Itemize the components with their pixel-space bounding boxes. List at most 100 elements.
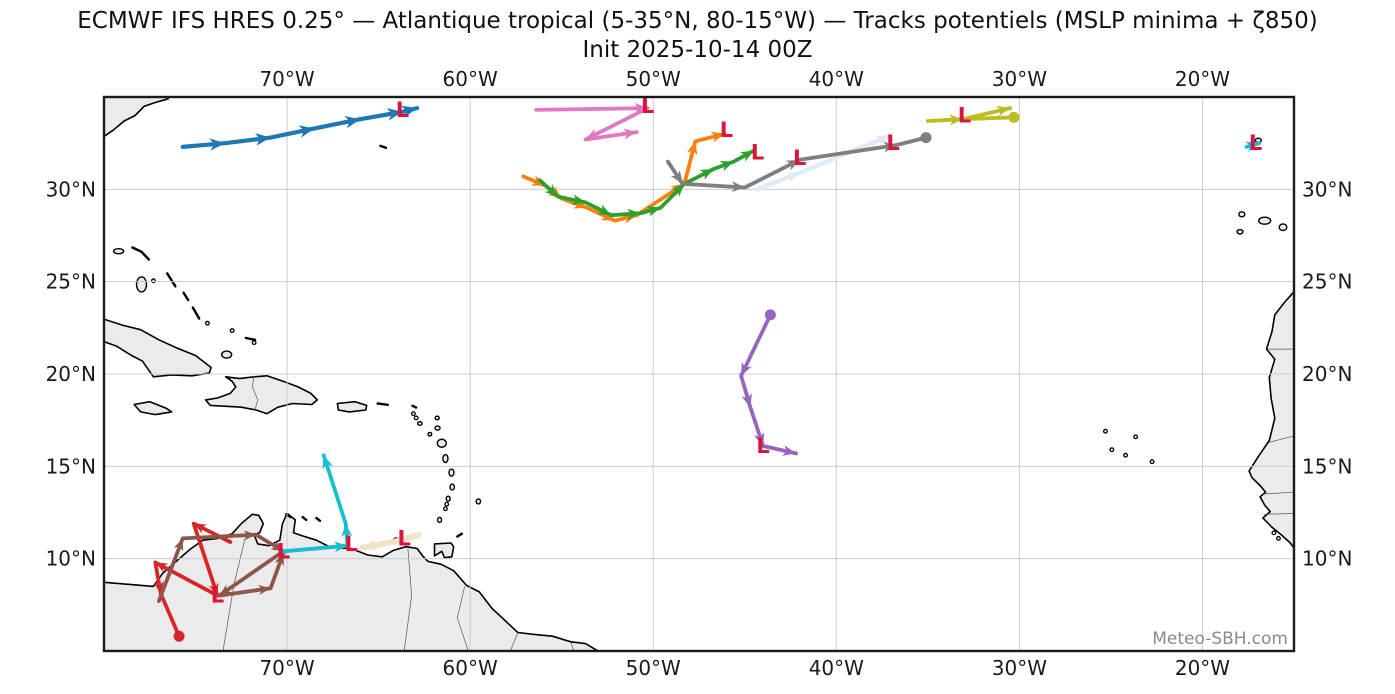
island — [434, 425, 441, 431]
arrowhead — [544, 183, 558, 197]
arrowhead — [401, 105, 418, 118]
lat-tick-left-25N: 25°N — [46, 270, 96, 294]
island — [416, 420, 423, 426]
islet-dot — [251, 340, 257, 346]
arrowhead — [634, 102, 648, 114]
islet-dot — [442, 506, 448, 512]
island — [427, 431, 433, 437]
lon-tick-bottom-50W: 50°W — [626, 656, 681, 680]
island — [436, 516, 443, 524]
arrowhead — [883, 141, 897, 153]
islet-dot — [1123, 452, 1129, 458]
arrowhead — [344, 115, 361, 129]
map-frame — [102, 95, 1296, 653]
land-polygon — [1248, 289, 1294, 550]
track-endpoint-dot — [1008, 111, 1020, 123]
island — [1317, 204, 1325, 209]
track-paleblue — [755, 133, 892, 192]
island-dash — [376, 402, 389, 406]
arrowhead — [623, 128, 637, 140]
arrowhead — [996, 105, 1011, 117]
lat-tick-right-20N: 20°N — [1302, 362, 1352, 386]
lon-tick-bottom-40W: 40°W — [809, 656, 864, 680]
track-red — [153, 521, 233, 642]
arrowhead — [741, 393, 752, 408]
land-layer — [104, 97, 1325, 651]
arrowhead — [753, 431, 765, 446]
land-polygon — [433, 542, 455, 559]
arrowhead — [155, 562, 169, 573]
arrowhead — [334, 541, 348, 553]
arrowhead — [782, 445, 796, 456]
islet-dot — [1109, 447, 1115, 453]
lon-tick-top-60W: 60°W — [443, 67, 498, 91]
track-olive — [925, 105, 1020, 126]
island-dash — [244, 336, 257, 341]
arrowhead — [193, 523, 207, 534]
country-border — [1263, 513, 1294, 515]
lon-tick-top-30W: 30°W — [992, 67, 1047, 91]
arrowhead — [571, 194, 586, 206]
island — [475, 498, 482, 505]
islet-dot — [413, 415, 419, 421]
arrowhead — [219, 584, 233, 596]
islet-dot — [1275, 535, 1281, 541]
island-dash — [191, 306, 201, 320]
arrowhead — [719, 160, 734, 172]
lon-tick-bottom-70W: 70°W — [259, 656, 314, 680]
island-dash — [131, 246, 151, 261]
islet-dot — [204, 320, 210, 326]
low-pressure-marker: L — [277, 539, 290, 563]
low-pressure-marker: L — [751, 140, 764, 164]
track-gray — [666, 132, 932, 193]
island-dash — [182, 291, 190, 302]
island-dash — [315, 516, 322, 522]
country-border — [403, 548, 412, 651]
island — [1238, 211, 1246, 218]
track-endpoint-dot — [173, 630, 185, 642]
islet-dot — [1271, 530, 1277, 536]
arrowhead — [597, 204, 612, 216]
islet-dot — [444, 501, 450, 507]
track-wheat — [359, 531, 422, 551]
land-polygon — [336, 400, 368, 413]
lat-tick-right-25N: 25°N — [1302, 270, 1352, 294]
arrowhead — [949, 114, 963, 126]
arrowhead — [699, 169, 714, 180]
island — [442, 453, 449, 464]
chart-title: ECMWF IFS HRES 0.25° — Atlantique tropic… — [77, 8, 1318, 34]
track-pink — [534, 102, 650, 142]
lon-tick-bottom-30W: 30°W — [992, 656, 1047, 680]
island — [449, 483, 456, 491]
low-pressure-marker: L — [1249, 131, 1262, 155]
island — [448, 468, 455, 477]
arrowhead — [731, 181, 745, 193]
low-pressure-marker: L — [398, 526, 411, 550]
arrowhead — [173, 538, 184, 552]
track-purple — [739, 309, 798, 456]
lat-tick-left-30N: 30°N — [46, 177, 96, 201]
islet-dot — [1149, 459, 1155, 465]
arrowhead — [254, 133, 271, 146]
track-line — [537, 148, 756, 218]
arrowhead — [573, 198, 588, 209]
lat-tick-left-20N: 20°N — [46, 362, 96, 386]
lon-tick-top-70W: 70°W — [259, 67, 314, 91]
track-endpoint-dot — [920, 132, 932, 144]
land-polygon — [104, 97, 170, 138]
land-polygon — [204, 374, 319, 415]
low-pressure-marker: L — [345, 532, 358, 556]
lon-tick-bottom-20W: 20°W — [1175, 656, 1230, 680]
arrowhead — [686, 141, 698, 156]
island — [1236, 228, 1244, 235]
island — [445, 495, 451, 502]
track-endpoint-dot — [764, 309, 776, 321]
lon-tick-top-40W: 40°W — [809, 67, 864, 91]
low-pressure-marker: L — [641, 94, 654, 118]
arrowhead — [209, 138, 225, 151]
islet-dot — [1133, 434, 1139, 440]
island-dash — [165, 272, 177, 288]
grid-layer — [104, 97, 1294, 651]
